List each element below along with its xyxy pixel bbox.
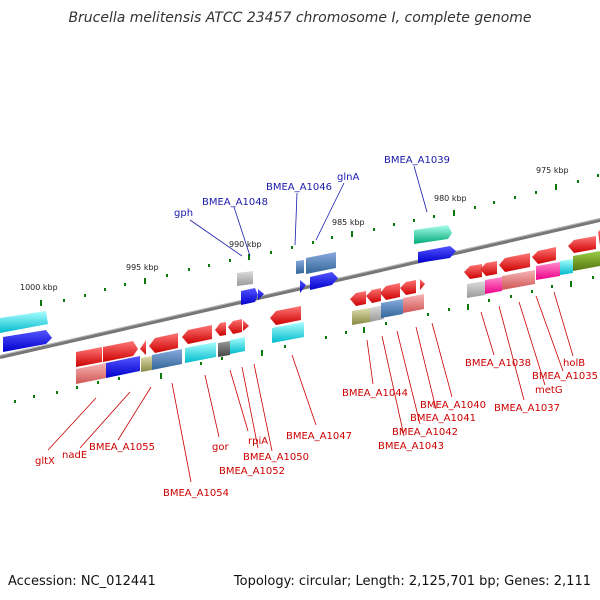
gene-label-bmea-a1052: BMEA_A1052 xyxy=(219,466,285,477)
gene-label-bmea-a1035: BMEA_A1035 xyxy=(532,371,598,382)
scale-ticks-lower xyxy=(14,276,594,403)
gene-label-rpia: rpiA xyxy=(248,436,268,447)
top-label-leaders xyxy=(189,165,428,257)
gene-label-bmea-a1038: BMEA_A1038 xyxy=(465,358,531,369)
gene-label-gor: gor xyxy=(212,442,229,453)
gene-label-bmea-a1050: BMEA_A1050 xyxy=(243,452,309,463)
gene-label-nade: nadE xyxy=(62,450,87,461)
scale-label: 980 kbp xyxy=(434,194,467,203)
gene-label-bmea-a1044: BMEA_A1044 xyxy=(342,388,408,399)
scale-ticks-upper xyxy=(40,174,599,306)
gene-label-bmea-a1040: BMEA_A1040 xyxy=(420,400,486,411)
gene-label-bmea-a1046: BMEA_A1046 xyxy=(266,182,332,193)
scale-label: 1000 kbp xyxy=(20,283,58,292)
gene-track-forward-outer xyxy=(0,225,456,352)
gene-feature xyxy=(418,246,456,263)
bottom-label-leaders xyxy=(47,291,574,483)
gene-label-gltx: gltX xyxy=(35,456,55,467)
gene-feature xyxy=(300,280,306,293)
gene-feature xyxy=(310,272,338,290)
gene-label-bmea-a1039: BMEA_A1039 xyxy=(384,155,450,166)
gene-feature xyxy=(241,288,258,305)
gene-label-metg: metG xyxy=(535,385,563,396)
scale-label: 995 kbp xyxy=(126,263,159,272)
scale-label: 985 kbp xyxy=(332,218,365,227)
scale-label: 975 kbp xyxy=(536,166,569,175)
gene-label-bmea-a1054: BMEA_A1054 xyxy=(163,488,229,499)
map-title: Brucella melitensis ATCC 23457 chromosom… xyxy=(68,10,532,26)
gene-feature xyxy=(258,289,264,300)
gene-track-inner xyxy=(76,230,600,384)
gene-feature xyxy=(306,252,336,274)
gene-feature xyxy=(296,260,304,274)
gene-label-bmea-a1047: BMEA_A1047 xyxy=(286,431,352,442)
gene-label-bmea-a1037: BMEA_A1037 xyxy=(494,403,560,414)
gene-label-gph: gph xyxy=(174,208,193,219)
gene-feature xyxy=(3,330,52,352)
gene-label-bmea-a1055: BMEA_A1055 xyxy=(89,442,155,453)
gene-label-bmea-a1043: BMEA_A1043 xyxy=(378,441,444,452)
gene-feature xyxy=(0,311,48,333)
scale-label: 990 kbp xyxy=(229,240,262,249)
gene-label-bmea-a1042: BMEA_A1042 xyxy=(392,427,458,438)
accession-text: Accession: NC_012441 xyxy=(8,574,156,589)
gene-label-bmea-a1041: BMEA_A1041 xyxy=(410,413,476,424)
gene-feature xyxy=(414,225,452,244)
gene-label-holb: holB xyxy=(563,358,585,369)
genome-stats-text: Topology: circular; Length: 2,125,701 bp… xyxy=(233,574,591,589)
gene-label-bmea-a1048: BMEA_A1048 xyxy=(202,197,268,208)
gene-label-glna: glnA xyxy=(337,172,359,183)
gene-feature xyxy=(237,271,253,286)
